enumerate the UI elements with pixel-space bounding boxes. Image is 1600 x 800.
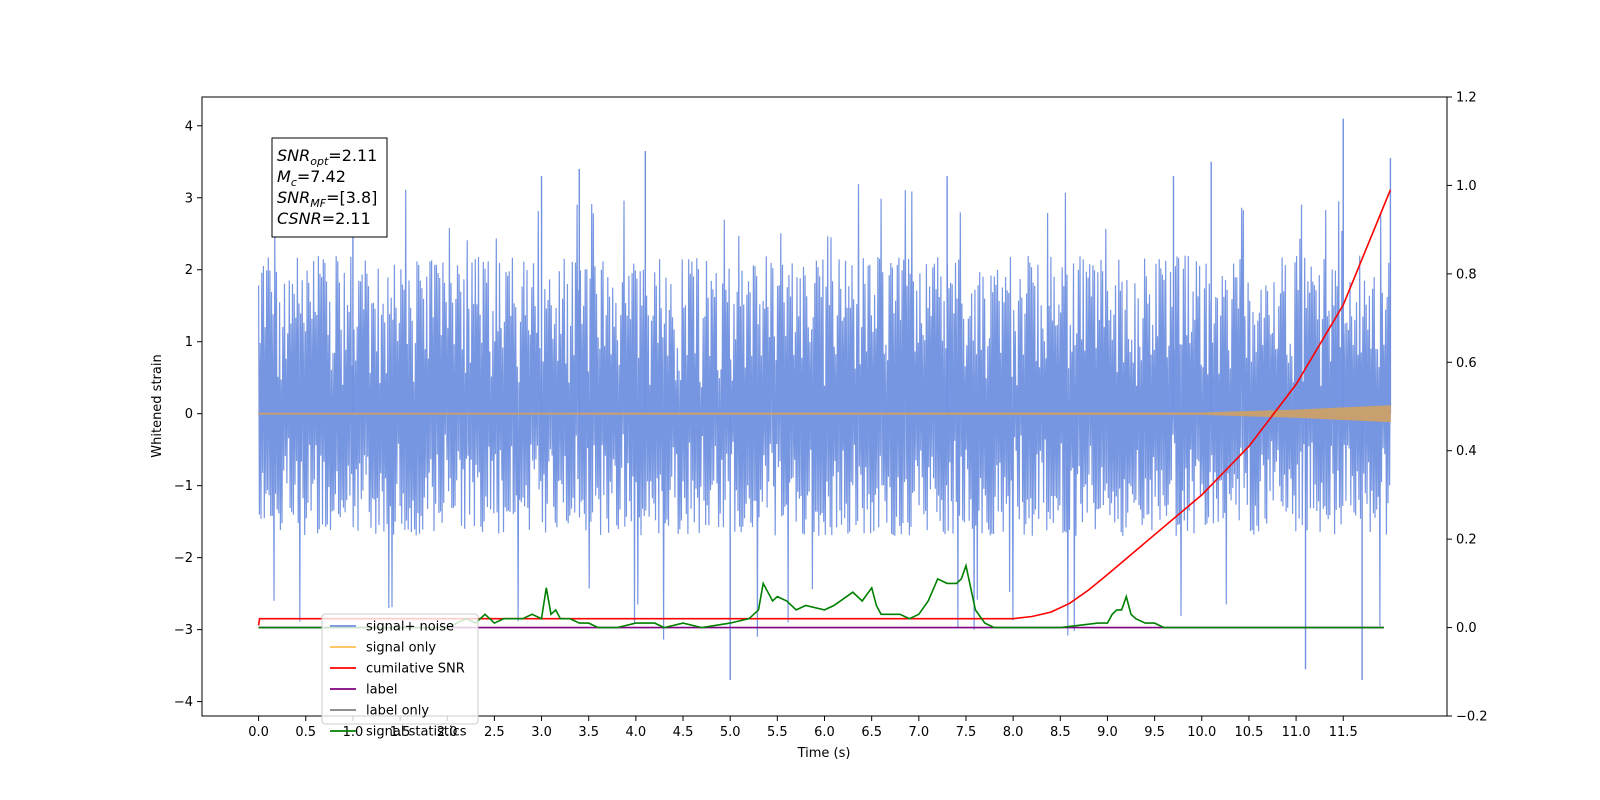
- x-tick-label: 10.0: [1187, 725, 1216, 740]
- legend-frame: [321, 613, 479, 725]
- legend: signal+ noise signal only cumilative SNR la…: [321, 613, 479, 740]
- y-axis-right: 1.2 1.0 0.8 0.6 0.4 0.2 0.0 −0.2: [1447, 91, 1488, 725]
- x-tick-label: 6.5: [861, 725, 882, 740]
- x-tick-label: 3.0: [531, 725, 552, 740]
- y2-tick-label: 0.8: [1456, 267, 1477, 282]
- x-tick-label: 5.5: [767, 725, 788, 740]
- x-tick-label: 9.5: [1144, 725, 1165, 740]
- y2-tick-label: 1.0: [1456, 179, 1477, 194]
- y-tick-label: −1: [174, 479, 193, 494]
- x-tick-label: 4.0: [626, 725, 647, 740]
- annotation-line: SNRMF=[3.8]: [277, 188, 377, 210]
- y-axis-left: 4 3 2 1 0 −1 −2 −3 −4: [174, 119, 202, 710]
- x-tick-label: 0.5: [295, 725, 316, 740]
- x-tick-label: 6.0: [814, 725, 835, 740]
- x-axis-label: Time (s): [797, 746, 851, 761]
- legend-label: cumilative SNR: [366, 662, 465, 677]
- annotation-line: SNRopt=2.11: [277, 146, 377, 168]
- series-signal-only: [258, 405, 1391, 423]
- x-tick-label: 3.5: [578, 725, 599, 740]
- y-tick-label: 1: [185, 335, 193, 350]
- y-tick-label: −4: [174, 695, 193, 710]
- x-tick-label: 11.0: [1282, 725, 1311, 740]
- annotation-line: Mc=7.42: [277, 167, 346, 189]
- x-tick-label: 10.5: [1234, 725, 1263, 740]
- y2-tick-label: 1.2: [1456, 91, 1477, 106]
- x-tick-label: 8.0: [1003, 725, 1024, 740]
- x-tick-label: 9.0: [1097, 725, 1118, 740]
- annotation-line: CSNR=2.11: [277, 209, 371, 228]
- y-tick-label: −3: [174, 623, 193, 638]
- x-tick-label: 0.0: [248, 725, 269, 740]
- legend-label: label only: [366, 704, 429, 719]
- x-tick-label: 2.0: [437, 725, 458, 740]
- y-axis-label: Whitened strain: [150, 354, 165, 457]
- y-tick-label: 0: [185, 407, 193, 422]
- x-tick-label: 1.5: [390, 725, 411, 740]
- legend-label: signal statistics: [366, 725, 467, 740]
- x-tick-label: 8.5: [1050, 725, 1071, 740]
- y-tick-label: 3: [185, 191, 193, 206]
- x-tick-label: 11.5: [1329, 725, 1358, 740]
- legend-label: signal+ noise: [366, 620, 454, 635]
- series-signal-noise: [258, 118, 1392, 681]
- y-tick-label: 4: [185, 119, 193, 134]
- x-tick-label: 2.5: [484, 725, 505, 740]
- x-tick-label: 5.0: [720, 725, 741, 740]
- x-tick-label: 4.5: [673, 725, 694, 740]
- y2-tick-label: 0.4: [1456, 444, 1477, 459]
- annotation-frame: [271, 137, 388, 238]
- y2-tick-label: 0.0: [1456, 621, 1477, 636]
- y2-tick-label: −0.2: [1456, 710, 1488, 725]
- legend-label: signal only: [366, 641, 436, 656]
- series-layer: [257, 118, 1392, 681]
- x-tick-label: 7.5: [956, 725, 977, 740]
- x-tick-label: 7.0: [908, 725, 929, 740]
- x-axis: 0.0 0.5 1.0 1.5 2.0 2.5 3.0 3.5 4.0 4.5 5.0 5.5 6.0 6…: [248, 716, 1358, 740]
- y2-tick-label: 0.6: [1456, 356, 1477, 371]
- y-tick-label: 2: [185, 263, 193, 278]
- series-cumilative-snr: [257, 189, 1392, 626]
- y2-tick-label: 0.2: [1456, 533, 1477, 548]
- legend-label: label: [366, 683, 397, 698]
- series-signal-statistics: [258, 562, 1384, 629]
- y-tick-label: −2: [174, 551, 193, 566]
- x-tick-label: 1.0: [343, 725, 364, 740]
